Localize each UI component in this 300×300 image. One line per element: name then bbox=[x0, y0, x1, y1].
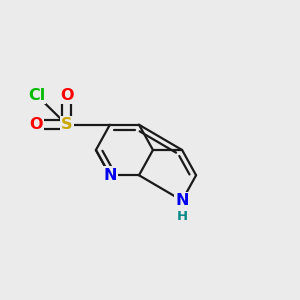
Text: N: N bbox=[175, 193, 189, 208]
Text: N: N bbox=[103, 168, 117, 183]
Text: H: H bbox=[176, 210, 188, 224]
Text: O: O bbox=[60, 88, 74, 103]
Text: O: O bbox=[30, 117, 43, 132]
Text: Cl: Cl bbox=[28, 88, 45, 103]
Text: S: S bbox=[61, 117, 73, 132]
